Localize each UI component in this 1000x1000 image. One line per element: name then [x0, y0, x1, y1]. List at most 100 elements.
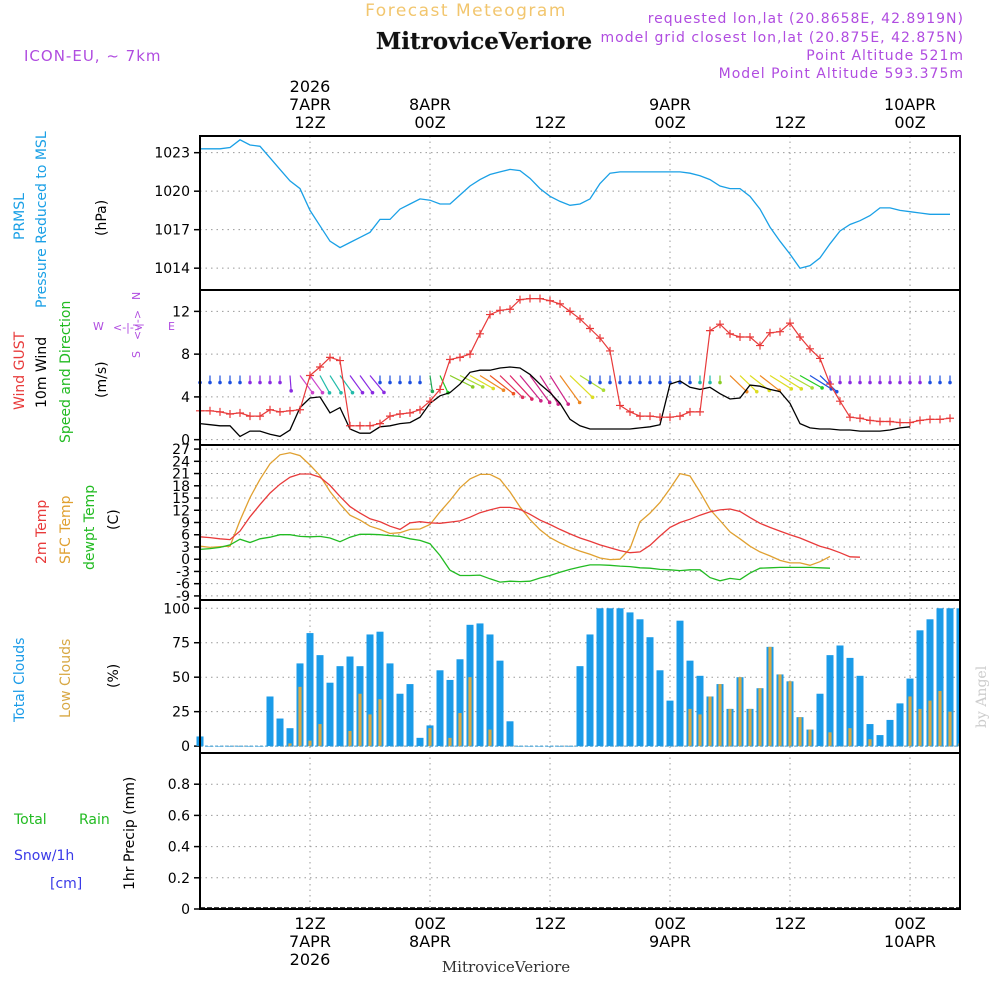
top-hour-label: 12Z: [294, 113, 325, 132]
total-cloud-bar: [396, 693, 404, 747]
low-cloud-bar: [938, 690, 942, 747]
y-tick-label: 9: [181, 516, 190, 532]
gust-marker: [806, 344, 814, 353]
wind-direction-arrow: [789, 374, 813, 389]
gust-marker: [586, 324, 594, 333]
y-tick-label: 0.8: [168, 777, 190, 793]
total-cloud-bar: [456, 659, 464, 747]
gust-marker: [206, 406, 214, 415]
clouds-unit: (%): [106, 664, 122, 688]
y-tick-label: 0.2: [168, 871, 190, 887]
gust-marker: [436, 385, 444, 394]
wind-direction-arrow: [479, 375, 504, 391]
requested-coords: requested lon,lat (20.8658E, 42.8919N): [648, 11, 964, 27]
total-cloud-bar: [316, 655, 324, 747]
wind-arrow-head: [848, 380, 852, 385]
total-cloud-bar: [376, 631, 384, 747]
wind-arrow-head: [688, 380, 692, 385]
wind-direction-arrow: [759, 375, 780, 391]
wind-arrow-head: [501, 388, 506, 393]
wind-direction-arrow: [769, 375, 792, 390]
wind-arrow-head: [539, 398, 543, 403]
total-cloud-bar: [826, 655, 834, 747]
total-cloud-bar: [496, 660, 504, 747]
wind-arrow-head: [339, 391, 343, 395]
panel-frame: [199, 752, 961, 910]
y-tick-label: 0: [181, 739, 190, 755]
y-tick-label: 1017: [154, 223, 190, 239]
y-tick-label: 12: [172, 304, 190, 320]
y-tick-label: 21: [172, 467, 190, 483]
wind-arrow-head: [698, 380, 702, 385]
gust-marker: [576, 314, 584, 323]
wind-arrow-head: [838, 380, 842, 385]
gust-marker: [466, 350, 474, 359]
y-tick-label: 75: [172, 636, 190, 652]
total-cloud-bar: [676, 620, 684, 747]
total-cloud-bar: [656, 670, 664, 747]
wind-arrow-head: [898, 380, 902, 385]
pressure-unit: (hPa): [94, 200, 110, 236]
wind-arrow-head: [708, 380, 712, 385]
pressure-label-inner: PRMSL: [12, 193, 28, 240]
wind-direction-arrow: [559, 375, 581, 403]
gust-marker: [946, 414, 954, 423]
y-tick-label: 1020: [154, 184, 190, 200]
top-year-label: 2026: [290, 77, 331, 96]
wind-arrow-head: [238, 380, 242, 385]
gust-marker: [686, 407, 694, 416]
wind-arrow-head: [938, 380, 942, 385]
sfc-label: SFC Temp: [58, 495, 74, 564]
wind-arrow-head: [320, 390, 325, 395]
wind-arrow-head: [268, 380, 272, 385]
wind-arrow-head: [398, 380, 402, 385]
wind-arrow-head: [491, 386, 495, 391]
wind-arrow-head: [588, 380, 592, 385]
gust-marker: [796, 333, 804, 342]
wind-arrow-head: [248, 380, 252, 385]
wind-arrow-head: [566, 402, 571, 406]
gust-label: Wind GUST: [12, 331, 28, 410]
y-tick-label: 4: [181, 390, 190, 406]
wind-arrow-head: [658, 380, 662, 385]
total-cloud-bar: [936, 608, 944, 747]
wind-arrow-head: [618, 380, 622, 385]
low-cloud-bar: [828, 732, 832, 747]
precip-unit: 1hr Precip (mm): [122, 777, 138, 890]
y-tick-label: 25: [172, 705, 190, 721]
wind-arrow-head: [577, 400, 582, 405]
total-cloud-bar: [866, 724, 874, 747]
total-cloud-bar: [446, 679, 454, 747]
wind-arrow-head: [388, 380, 392, 385]
wind-arrow-head: [511, 391, 516, 396]
total-cloud-bar: [436, 670, 444, 747]
low-cloud-bar: [948, 711, 952, 747]
gust-marker: [346, 421, 354, 430]
compass-arrows-v: <-|->: [131, 310, 144, 340]
watermark: by Angel: [974, 665, 990, 728]
y-tick-label: 0.6: [168, 808, 190, 824]
y-tick-label: 50: [172, 670, 190, 686]
gust-marker: [866, 416, 874, 425]
low-cloud-bar: [738, 677, 742, 747]
wind-direction-arrow: [429, 375, 433, 392]
gust-marker: [386, 412, 394, 421]
low-cloud-bar: [458, 713, 462, 747]
wind-direction-arrow: [529, 375, 551, 403]
gust-marker: [426, 397, 434, 406]
gust-marker: [306, 371, 314, 380]
low-clouds-label: Low Clouds: [58, 639, 74, 718]
wind-arrow-head: [547, 400, 552, 405]
gust-marker: [916, 416, 924, 425]
wind-arrow-head: [378, 380, 382, 385]
y-tick-label: 12: [172, 503, 190, 519]
compass-s: S: [130, 351, 143, 358]
low-cloud-bar: [448, 737, 452, 747]
bottom-date-label: 7APR: [289, 932, 331, 951]
pressure-line: [200, 139, 950, 269]
gust-marker: [406, 408, 414, 417]
gust-marker: [526, 294, 534, 303]
grid-layer: [309, 136, 911, 909]
